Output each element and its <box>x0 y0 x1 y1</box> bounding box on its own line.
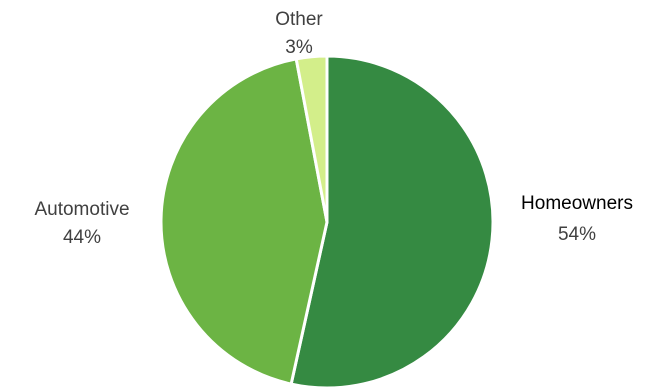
slice-label-homeowners: Homeowners <box>521 193 633 214</box>
slice-label-automotive: Automotive <box>34 199 129 220</box>
slice-value-automotive: 44% <box>63 227 101 248</box>
pie-slice-automotive <box>159 57 329 386</box>
slice-label-other: Other <box>275 9 323 30</box>
pie-slice-homeowners <box>289 54 495 388</box>
slice-value-homeowners: 54% <box>558 224 596 245</box>
slice-value-other: 3% <box>285 37 313 58</box>
pie-slice-other <box>294 54 329 224</box>
pie-slices <box>159 54 495 388</box>
